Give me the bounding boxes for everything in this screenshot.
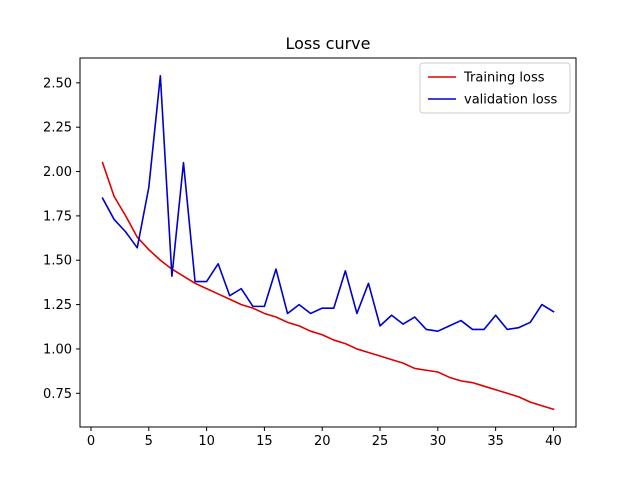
chart-title: Loss curve [285,34,370,53]
legend-label-validation-loss: validation loss [464,93,557,108]
x-tick-label: 15 [256,434,273,449]
x-tick-label: 0 [87,434,95,449]
x-tick-label: 40 [545,434,562,449]
legend: Training loss validation loss [419,62,571,114]
y-tick-label: 2.00 [43,165,72,180]
legend-box [419,62,571,114]
x-tick-label: 30 [430,434,447,449]
y-tick-label: 2.50 [43,76,72,91]
y-tick-label: 0.75 [43,387,72,402]
y-tick-label: 1.75 [43,209,72,224]
x-tick-label: 5 [145,434,153,449]
y-tick-label: 2.25 [43,121,72,136]
series-line-training-loss [101,161,555,411]
legend-label-training-loss: Training loss [463,71,545,86]
axes-frame [79,57,577,428]
y-tick-label: 1.00 [43,342,72,357]
x-tick-label: 20 [314,434,331,449]
y-tick-label: 1.50 [43,254,72,269]
x-tick-label: 25 [372,434,389,449]
plot-area: 0 5 10 15 20 25 30 35 40 0.75 1.00 1.25 1.50 1.75 2.00… [43,57,577,449]
x-tick-label: 35 [487,434,504,449]
series-line-validation-loss [101,74,555,333]
x-tick-label: 10 [198,434,215,449]
y-tick-label: 1.25 [43,298,72,313]
